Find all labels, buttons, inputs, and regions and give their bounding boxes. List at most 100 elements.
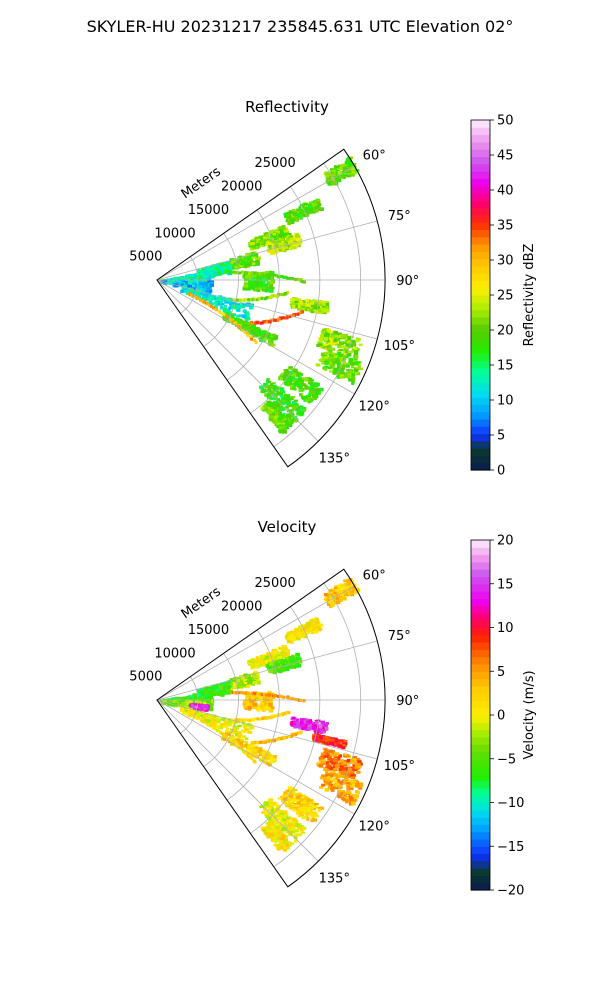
echo-pixel <box>344 771 349 774</box>
echo-pixel <box>331 738 335 743</box>
echo-pixel <box>233 266 237 269</box>
echo-pixel <box>298 206 302 210</box>
echo-pixel <box>289 420 294 424</box>
echo-pixel <box>273 416 278 419</box>
echo-pixel <box>210 264 215 269</box>
echo-pixel <box>341 336 346 340</box>
echo-pixel <box>295 653 300 657</box>
r-tick-label: 25000 <box>254 156 295 171</box>
echo-pixel <box>262 276 268 280</box>
colorbar-tick-label: 40 <box>497 184 514 199</box>
echo-pixel <box>242 309 247 313</box>
colorbar-segment <box>471 433 490 442</box>
echo-pixel <box>237 683 241 688</box>
echo-pixel <box>271 338 276 341</box>
echo-pixel <box>355 340 360 343</box>
echo-pixel <box>336 357 340 361</box>
echo-pixel <box>324 597 328 602</box>
echo-pixel <box>187 284 193 288</box>
echo-pixel <box>286 233 292 236</box>
echo-pixel <box>318 759 323 762</box>
echo-pixel <box>243 282 248 286</box>
grid-spoke <box>156 279 355 395</box>
echo-pixel <box>299 724 305 727</box>
echo-pixel <box>339 587 344 591</box>
echo-pixel <box>203 284 209 288</box>
echo-pixel <box>173 283 179 288</box>
echo-pixel <box>290 418 294 422</box>
echo-pixel <box>249 304 253 308</box>
echo-pixel <box>258 747 263 751</box>
echo-pixel <box>252 673 257 677</box>
echo-pixel <box>218 686 224 691</box>
echo-pixel <box>283 316 287 320</box>
echo-pixel <box>324 727 329 731</box>
echo-pixel <box>243 330 247 334</box>
echo-pixel <box>207 279 211 283</box>
echo-pixel <box>327 348 331 352</box>
echo-pixel <box>269 273 272 277</box>
echo-pixel <box>299 381 304 385</box>
theta-tick-label: 120° <box>359 399 390 414</box>
echo-pixel <box>291 246 296 249</box>
echo-pixel <box>353 761 357 765</box>
echo-pixel <box>327 358 332 362</box>
echo-pixel <box>344 754 350 757</box>
echo-pixel <box>280 388 284 392</box>
echo-pixel <box>308 381 314 385</box>
echo-pixel <box>207 297 211 301</box>
echo-pixel <box>212 690 218 694</box>
echo-pixel <box>275 402 280 405</box>
echo-pixel <box>185 291 191 295</box>
echo-pixel <box>264 655 270 659</box>
echo-pixel <box>278 227 283 232</box>
colorbar-segment <box>471 331 490 340</box>
echo-pixel <box>344 364 348 367</box>
echo-pixel <box>271 273 275 277</box>
colorbar-segment <box>471 426 490 435</box>
echo-pixel <box>245 263 250 267</box>
echo-pixel <box>291 213 295 218</box>
echo-pixel <box>224 317 228 321</box>
echo-pixel <box>241 744 246 749</box>
echo-pixel <box>266 394 271 399</box>
echo-pixel <box>301 383 306 387</box>
echo-pixel <box>318 628 323 631</box>
echo-pixel <box>290 396 296 399</box>
velocity-panel: Velocity60°75°90°105°120°135°50001000015… <box>129 518 537 899</box>
echo-pixel <box>190 704 195 708</box>
echo-pixel <box>305 629 310 632</box>
echo-pixel <box>266 337 271 340</box>
echo-pixel <box>232 305 237 310</box>
echo-pixel <box>221 299 226 302</box>
echo-pixel <box>266 751 271 755</box>
echo-pixel <box>250 658 254 662</box>
echo-pixel <box>270 235 275 239</box>
echo-pixel <box>239 738 244 741</box>
echo-pixel <box>244 737 249 740</box>
echo-pixel <box>343 579 348 582</box>
echo-pixel <box>294 304 298 309</box>
echo-pixel <box>348 377 352 381</box>
echo-pixel <box>259 655 263 660</box>
echo-pixel <box>277 240 282 244</box>
echo-pixel <box>357 338 361 341</box>
echo-pixel <box>291 637 297 642</box>
polar-frame <box>156 148 386 468</box>
echo-pixel <box>311 304 316 307</box>
echo-pixel <box>201 704 206 708</box>
colorbar-label: Reflectivity dBZ <box>522 244 537 347</box>
echo-pixel <box>254 284 259 288</box>
echo-pixel <box>270 383 274 387</box>
echo-pixel <box>313 382 319 386</box>
echo-pixel <box>338 739 344 742</box>
r-tick-label: 5000 <box>129 250 162 265</box>
echo-pixel <box>307 400 311 404</box>
echo-pixel <box>333 368 338 371</box>
echo-pixel <box>307 726 312 731</box>
echo-pixel <box>203 287 208 290</box>
echo-pixel <box>322 306 328 310</box>
echo-pixel <box>334 334 339 338</box>
echo-pixel <box>356 770 361 774</box>
echo-pixel <box>268 761 274 764</box>
